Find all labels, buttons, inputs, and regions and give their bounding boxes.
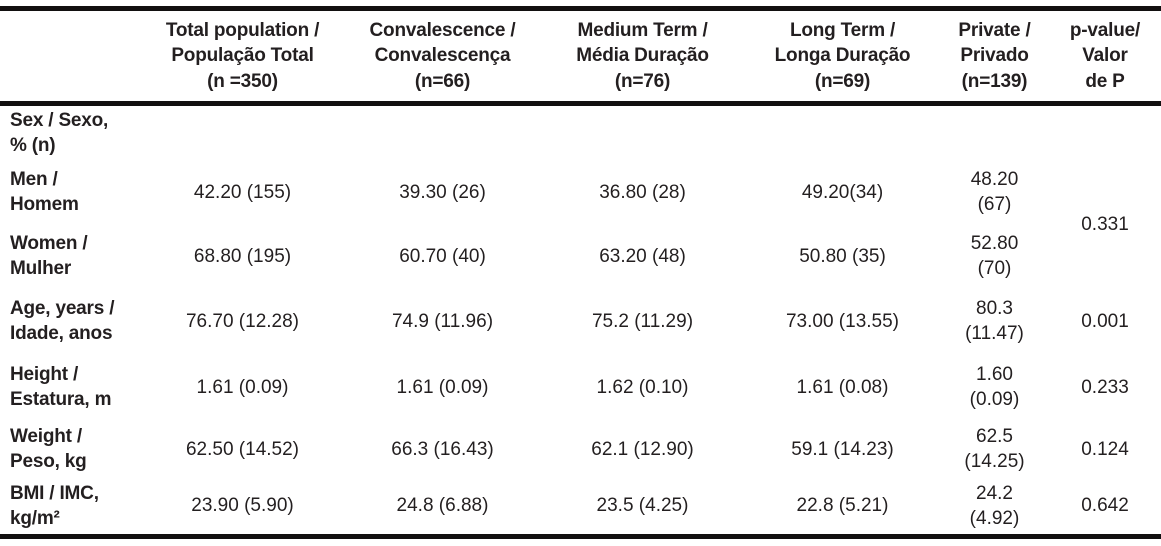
bmi-total-value: 23.90 (5.90)	[191, 495, 294, 517]
header-total-population: Total population / População Total (n =3…	[165, 20, 320, 92]
height-long-term-value: 1.61 (0.08)	[796, 376, 889, 398]
men-medium-term-value: 36.80 (28)	[599, 181, 686, 203]
empty-cell	[1049, 104, 1161, 161]
header-private: Private / Privado (n=139)	[958, 20, 1031, 92]
bmi-long-term-value: 22.8 (5.21)	[796, 495, 889, 517]
bmi-convalescence-value: 24.8 (6.88)	[396, 495, 489, 517]
bmi-p-value: 0.642	[1081, 495, 1129, 517]
header-p-value: p-value/ Valor de P	[1069, 20, 1141, 92]
header-medium-term: Medium Term / Média Duração (n=76)	[576, 20, 709, 92]
women-private-value: 52.80 (70)	[970, 233, 1019, 280]
empty-cell	[140, 104, 345, 161]
header-convalescence: Convalescence / Convalescença (n=66)	[369, 20, 516, 92]
women-long-term-value: 50.80 (35)	[799, 245, 886, 267]
sex-p-value: 0.331	[1081, 213, 1129, 235]
height-convalescence-value: 1.61 (0.09)	[396, 376, 489, 398]
bmi-medium-term-value: 23.5 (4.25)	[596, 495, 689, 517]
weight-medium-term-value: 62.1 (12.90)	[591, 438, 694, 460]
empty-cell	[940, 104, 1049, 161]
row-label-women: Women / Mulher	[10, 233, 88, 280]
age-medium-term-value: 75.2 (11.29)	[591, 310, 694, 332]
table-row-height: Height / Estatura, m 1.61 (0.09) 1.61 (0…	[0, 354, 1161, 420]
header-corner-cell	[0, 9, 140, 104]
bmi-private-value: 24.2 (4.92)	[969, 482, 1020, 529]
population-characteristics-table: Total population / População Total (n =3…	[0, 6, 1161, 539]
table-row-age: Age, years / Idade, anos 76.70 (12.28) 7…	[0, 288, 1161, 354]
women-total-value: 68.80 (195)	[193, 245, 292, 267]
table-row-bmi: BMI / IMC, kg/m² 23.90 (5.90) 24.8 (6.88…	[0, 478, 1161, 536]
header-row: Total population / População Total (n =3…	[0, 9, 1161, 104]
men-long-term-value: 49.20(34)	[801, 181, 884, 203]
age-total-value: 76.70 (12.28)	[185, 310, 300, 332]
row-label-bmi: BMI / IMC, kg/m²	[10, 482, 99, 529]
height-private-value: 1.60 (0.09)	[969, 364, 1020, 411]
header-long-term: Long Term / Longa Duração (n=69)	[774, 20, 911, 92]
weight-total-value: 62.50 (14.52)	[185, 438, 300, 460]
row-label-men: Men / Homem	[10, 169, 79, 216]
empty-cell	[745, 104, 940, 161]
weight-private-value: 62.5 (14.25)	[964, 426, 1025, 473]
row-label-height: Height / Estatura, m	[10, 364, 112, 411]
women-medium-term-value: 63.20 (48)	[599, 245, 686, 267]
height-medium-term-value: 1.62 (0.10)	[596, 376, 689, 398]
table-row-weight: Weight / Peso, kg 62.50 (14.52) 66.3 (16…	[0, 420, 1161, 478]
men-total-value: 42.20 (155)	[193, 181, 292, 203]
height-p-value: 0.233	[1081, 376, 1129, 398]
women-convalescence-value: 60.70 (40)	[399, 245, 486, 267]
height-total-value: 1.61 (0.09)	[196, 376, 289, 398]
table-row-sex-category: Sex / Sexo, % (n)	[0, 104, 1161, 161]
empty-cell	[345, 104, 540, 161]
row-label-sex: Sex / Sexo, % (n)	[10, 110, 109, 157]
age-private-value: 80.3 (11.47)	[965, 298, 1024, 345]
row-label-age: Age, years / Idade, anos	[10, 298, 115, 345]
row-label-weight: Weight / Peso, kg	[10, 426, 87, 473]
table-row-women: Women / Mulher 68.80 (195) 60.70 (40) 63…	[0, 224, 1161, 288]
empty-cell	[540, 104, 745, 161]
age-convalescence-value: 74.9 (11.96)	[391, 310, 494, 332]
men-convalescence-value: 39.30 (26)	[399, 181, 486, 203]
table-row-men: Men / Homem 42.20 (155) 39.30 (26) 36.80…	[0, 160, 1161, 235]
weight-convalescence-value: 66.3 (16.43)	[391, 438, 494, 460]
weight-long-term-value: 59.1 (14.23)	[791, 438, 894, 460]
men-private-value: 48.20 (67)	[970, 169, 1019, 216]
weight-p-value: 0.124	[1081, 438, 1129, 460]
age-p-value: 0.001	[1081, 310, 1129, 332]
age-long-term-value: 73.00 (13.55)	[785, 310, 900, 332]
